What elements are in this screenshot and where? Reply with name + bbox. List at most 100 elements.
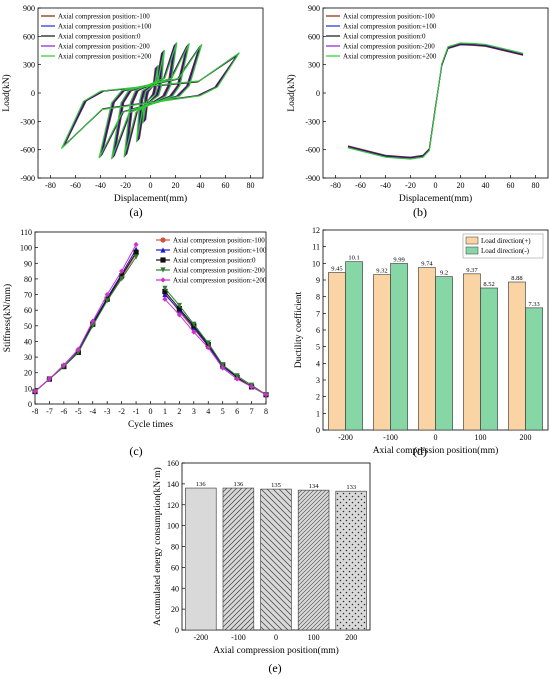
ductility-bar — [525, 307, 543, 431]
y-tick-label: 10 — [312, 259, 320, 268]
y-axis-title: Accumulated energy consumption(kN·m) — [152, 467, 163, 626]
x-axis-title: Displacement(mm) — [399, 193, 472, 204]
x-tick-label: 100 — [475, 433, 487, 442]
y-tick-label: 900 — [308, 4, 320, 13]
x-tick-label: -40 — [380, 181, 391, 190]
y-tick-label: 12 — [312, 226, 320, 235]
bar-value-label: 9.2 — [440, 270, 448, 277]
legend-marker — [160, 237, 166, 243]
energy-bar — [222, 487, 255, 631]
x-tick-label: 80 — [247, 181, 255, 190]
stiffness-point — [248, 384, 255, 390]
legend-label: Axial compression position:0 — [58, 33, 141, 41]
x-tick-label: -20 — [120, 181, 131, 190]
legend-label: Axial compression position:0 — [343, 33, 426, 41]
skeleton-curve-chart: -80 -60 -40 -20 0 20 40 60 80 -900 -600 -300 0 300 600… — [286, 4, 549, 204]
legend-label: Axial compression position:+200 — [173, 277, 267, 285]
x-tick-label: 2 — [177, 407, 181, 416]
ductility-bar — [463, 273, 481, 431]
energy-bar — [185, 487, 217, 631]
legend-label: Axial compression position:-200 — [343, 43, 435, 51]
y-tick-label: 100 — [20, 244, 32, 253]
x-tick-label: -6 — [61, 407, 68, 416]
y-tick-label: -300 — [20, 117, 35, 126]
y-tick-label: 3 — [316, 376, 320, 385]
stiffness-point — [162, 291, 168, 298]
stiffness-point — [75, 346, 81, 352]
y-tick-label: -600 — [305, 146, 320, 155]
x-tick-label: 6 — [235, 407, 239, 416]
x-tick-label: -4 — [89, 407, 96, 416]
y-tick-label: 1 — [316, 409, 320, 418]
y-tick-label: 0 — [316, 89, 320, 98]
x-tick-label: -20 — [405, 181, 416, 190]
y-tick-label: 9 — [316, 276, 320, 285]
energy-bar — [335, 490, 367, 631]
y-tick-label: 80 — [171, 543, 179, 552]
stiffness-degradation-chart: -8 -7 -6 -5 -4 -3 -2 -1 0 1 2 3 4 5 6 7 8010203040506070… — [2, 228, 269, 430]
stiffness-point — [119, 268, 125, 274]
stiffness-point — [162, 285, 168, 291]
x-tick-label: -60 — [70, 181, 81, 190]
x-axis-title: Axial compression position(mm) — [373, 445, 499, 456]
stiffness-line — [34, 244, 137, 392]
legend-label: Axial compression position:-100 — [58, 13, 150, 21]
x-tick-label: 5 — [221, 407, 225, 416]
x-tick-label: -3 — [104, 407, 111, 416]
y-tick-label: 300 — [23, 61, 35, 70]
legend-label: Axial compression position:-200 — [173, 267, 265, 275]
bar-value-label: 10.1 — [348, 255, 359, 262]
skeleton-curve — [347, 43, 524, 159]
stiffness-point — [133, 241, 139, 248]
y-tick-label: 7 — [316, 309, 320, 318]
stiffness-point — [104, 298, 110, 304]
x-tick-label: 0 — [149, 181, 153, 190]
stiffness-point — [46, 376, 53, 382]
stiffness-point — [234, 373, 240, 379]
x-tick-label: 7 — [250, 407, 254, 416]
bar-value-label: 9.37 — [466, 267, 478, 274]
x-tick-label: -1 — [133, 407, 140, 416]
panel-label-d: (d) — [413, 444, 427, 458]
legend-label: Axial compression position:+200 — [58, 53, 152, 61]
legend-label: Axial compression position:+100 — [173, 247, 267, 255]
bar-value-label: 135 — [271, 482, 281, 489]
bar-value-label: 133 — [346, 484, 356, 491]
panel-label-a: (a) — [129, 205, 142, 219]
stiffness-point — [32, 388, 38, 395]
bar-value-label: 134 — [309, 483, 320, 490]
legend-marker — [160, 277, 166, 283]
stiffness-point — [176, 302, 182, 309]
y-tick-label: 100 — [167, 522, 179, 531]
bar-value-label: 7.33 — [528, 301, 539, 308]
skeleton-curve — [347, 42, 524, 160]
x-tick-label: 0 — [149, 407, 153, 416]
y-tick-label: 60 — [171, 563, 179, 572]
x-tick-label: 0 — [274, 633, 278, 642]
stiffness-point — [205, 345, 211, 351]
panel-label-b: (b) — [413, 205, 427, 219]
y-axis-title: Stiffness(kN/mm) — [2, 284, 13, 352]
hysteresis-loop — [61, 52, 240, 149]
y-tick-label: 20 — [171, 605, 179, 614]
stiffness-point — [191, 321, 197, 327]
y-axis-title: Ductility coefficient — [293, 291, 304, 368]
y-axis-title: Load(kN) — [1, 74, 12, 111]
panel-label-c: (c) — [129, 444, 142, 458]
stiffness-point — [205, 340, 211, 346]
bar-value-label: 9.45 — [331, 266, 342, 273]
x-tick-label: 0 — [434, 433, 438, 442]
legend-label: Load direction(+) — [481, 237, 531, 245]
stiffness-point — [104, 291, 110, 298]
y-tick-label: 600 — [308, 32, 320, 41]
y-tick-label: 70 — [24, 291, 32, 300]
x-tick-label: -7 — [46, 407, 53, 416]
bar-value-label: 136 — [196, 481, 207, 488]
skeleton-curve — [347, 44, 524, 158]
x-tick-label: 40 — [197, 181, 205, 190]
hysteresis-loop — [98, 43, 203, 159]
y-tick-label: 160 — [167, 459, 179, 468]
stiffness-point — [176, 312, 182, 318]
y-tick-label: 10 — [24, 384, 32, 393]
hysteresis-chart: -80 -60 -40 -20 0 20 40 60 80 -900 -600 -300 0 300 600… — [1, 4, 264, 204]
